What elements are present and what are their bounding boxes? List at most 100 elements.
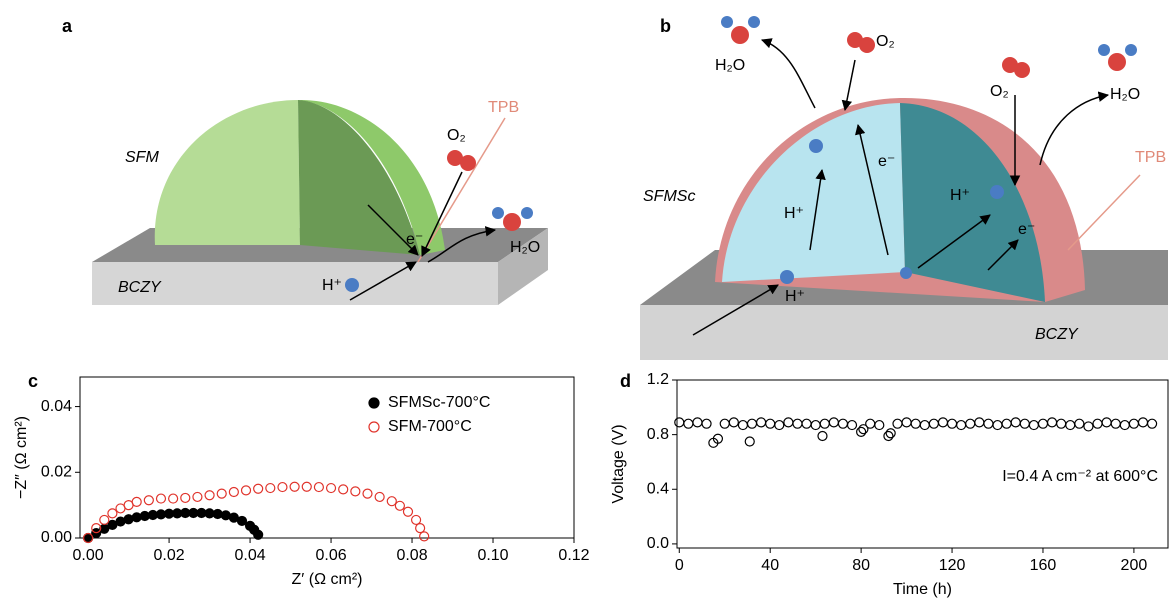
panel-label: d <box>620 371 631 391</box>
data-point <box>1101 417 1112 428</box>
legend-marker <box>368 421 380 433</box>
data-point <box>865 418 876 429</box>
plot-frame <box>79 376 575 539</box>
atom <box>731 26 749 44</box>
data-point <box>350 486 361 497</box>
arrow <box>427 226 497 263</box>
data-point <box>1065 419 1076 431</box>
y-axis-label: Voltage (V) <box>610 424 627 503</box>
tpb-line <box>417 117 506 263</box>
y-tick-label: 0.00 <box>41 529 72 546</box>
data-point <box>928 418 939 429</box>
data-point <box>301 481 312 492</box>
data-point <box>419 531 430 542</box>
data-point <box>965 418 976 429</box>
data-point <box>192 491 203 503</box>
label: H⁺ <box>784 205 804 222</box>
data-point <box>415 523 426 534</box>
panel-label: c <box>28 371 38 391</box>
arrow <box>761 38 816 109</box>
atom <box>1125 44 1137 56</box>
label: SFMSc <box>643 188 695 205</box>
data-point <box>277 481 288 493</box>
x-tick-label: 80 <box>852 557 870 574</box>
data-point <box>992 419 1003 431</box>
panel-label: a <box>62 16 73 36</box>
data-point <box>856 426 867 438</box>
x-tick-label: 0.04 <box>234 547 265 564</box>
data-point <box>792 418 803 429</box>
data-point <box>236 515 248 527</box>
x-tick-label: 0 <box>675 557 684 574</box>
data-point <box>746 418 758 429</box>
data-point <box>1010 417 1021 428</box>
data-point <box>1019 418 1030 429</box>
x-tick-label: 200 <box>1121 557 1148 574</box>
x-tick-label: 0.10 <box>477 547 508 564</box>
atom <box>521 207 533 219</box>
x-tick-label: 0.00 <box>73 547 104 564</box>
data-point <box>212 508 223 520</box>
data-point <box>253 529 264 540</box>
data-point <box>410 514 422 526</box>
data-point <box>846 419 858 431</box>
atom <box>809 139 823 153</box>
label: SFM <box>125 149 159 166</box>
y-tick-label: 0.04 <box>41 398 72 415</box>
x-tick-label: 160 <box>1030 557 1057 574</box>
data-point <box>910 418 921 429</box>
data-point <box>107 508 118 519</box>
data-point <box>983 418 994 429</box>
atom <box>1014 62 1030 78</box>
y-tick-label: 0.0 <box>647 535 669 552</box>
label: H⁺ <box>785 288 805 305</box>
data-point <box>143 495 154 506</box>
data-point <box>1074 418 1085 429</box>
x-tick-label: 0.02 <box>154 547 185 564</box>
arrow <box>367 204 419 256</box>
data-point <box>774 419 785 431</box>
atom <box>990 185 1004 199</box>
data-point <box>1046 417 1058 428</box>
label: H₂O <box>1110 86 1140 103</box>
atom <box>460 155 476 171</box>
dome-right <box>900 103 1045 302</box>
data-point <box>828 417 839 428</box>
atom <box>1098 44 1110 56</box>
data-point <box>155 493 167 504</box>
atom <box>721 16 733 28</box>
dome-right <box>298 100 420 255</box>
data-point <box>744 436 755 447</box>
data-point <box>719 418 730 429</box>
data-point <box>728 417 739 428</box>
label: O₂ <box>990 83 1009 100</box>
data-point <box>901 417 912 428</box>
data-point <box>204 490 215 501</box>
atom <box>748 16 760 28</box>
x-tick-label: 0.08 <box>396 547 427 564</box>
label: H⁺ <box>322 277 342 294</box>
annotation: I=0.4 A cm⁻² at 600°C <box>1002 468 1158 485</box>
data-point <box>374 491 385 503</box>
data-point <box>216 488 227 499</box>
label: H₂O <box>510 239 540 256</box>
data-point <box>756 417 767 428</box>
x-tick-label: 0.06 <box>315 547 346 564</box>
data-point <box>228 486 239 498</box>
arrow <box>349 261 417 301</box>
data-point <box>1001 418 1012 429</box>
data-point <box>1037 418 1049 429</box>
atom <box>847 32 863 48</box>
data-point <box>712 433 724 444</box>
y-tick-label: 1.2 <box>647 371 669 388</box>
atom <box>900 267 912 279</box>
data-point <box>701 418 712 429</box>
data-point <box>737 419 749 431</box>
plot-frame <box>676 379 1169 549</box>
tpb-line <box>1067 174 1141 251</box>
data-point <box>1092 418 1103 429</box>
x-tick-label: 120 <box>939 557 966 574</box>
label: BCZY <box>118 279 162 296</box>
legend-label: SFMSc-700°C <box>388 394 490 411</box>
